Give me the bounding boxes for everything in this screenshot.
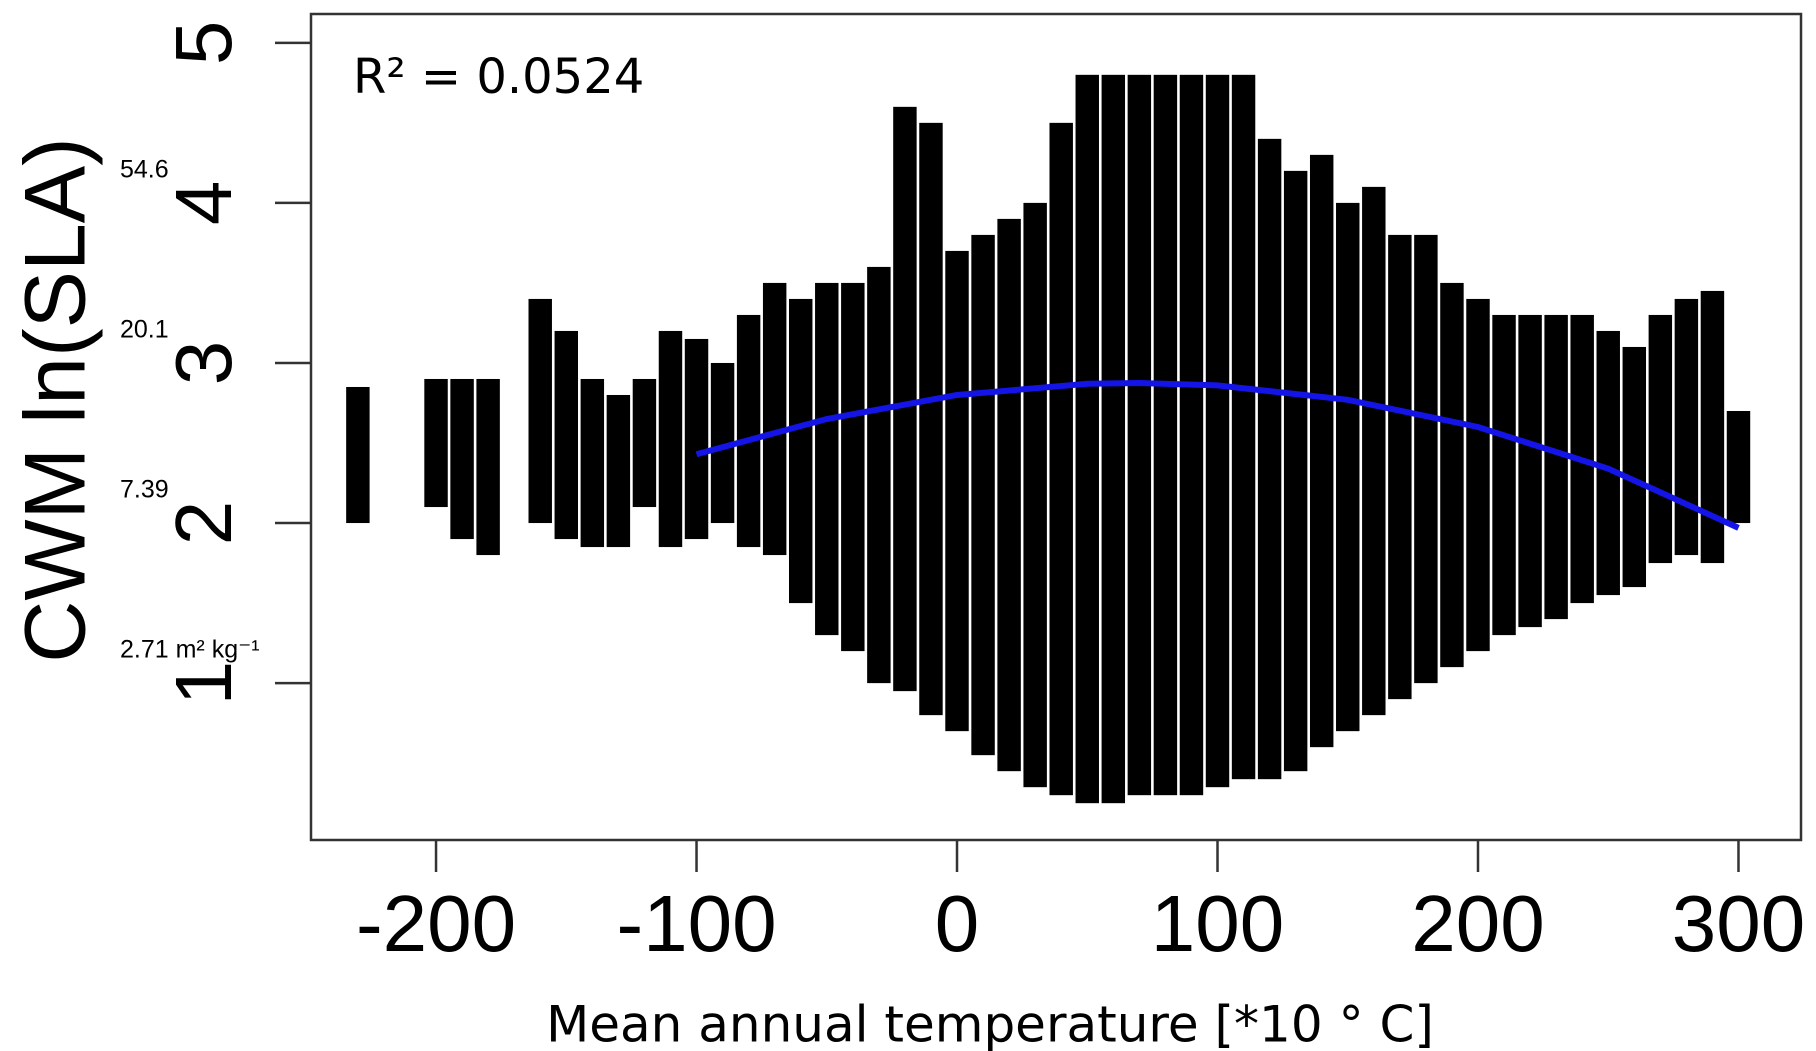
secondary-label: 7.39 [120, 476, 169, 504]
point-cloud [1544, 314, 1568, 620]
x-tick-label: -100 [616, 879, 776, 968]
point-cloud [1596, 330, 1620, 596]
point-cloud [971, 234, 995, 756]
point-cloud [1101, 74, 1126, 804]
secondary-label: 20.1 [120, 316, 169, 344]
point-cloud [1674, 298, 1699, 556]
y-tick-label: 3 [159, 341, 248, 386]
point-cloud [815, 282, 839, 636]
point-cloud [1231, 74, 1256, 780]
x-tick-label: 200 [1411, 879, 1544, 968]
point-cloud [788, 298, 813, 604]
y-tick-label: 4 [159, 181, 248, 226]
point-cloud [1726, 410, 1751, 524]
point-cloud [1466, 298, 1490, 652]
point-cloud [1127, 74, 1152, 796]
point-cloud [762, 282, 787, 556]
point-cloud [945, 250, 969, 732]
point-cloud [554, 330, 579, 540]
point-cloud [580, 378, 605, 548]
point-cloud [1362, 186, 1386, 716]
point-cloud [632, 378, 657, 508]
point-cloud [424, 378, 448, 508]
y-axis-title: CWM ln(SLA) [8, 137, 104, 663]
point-cloud [1518, 314, 1542, 628]
point-cloud [1205, 74, 1230, 788]
point-cloud [684, 338, 709, 540]
point-cloud [1648, 314, 1673, 564]
point-cloud [1492, 314, 1516, 636]
point-cloud [841, 282, 865, 652]
point-cloud [528, 298, 552, 524]
point-cloud [710, 362, 735, 524]
point-cloud [450, 378, 474, 540]
point-cloud [1049, 122, 1073, 796]
point-cloud [867, 266, 891, 684]
point-cloud [1388, 234, 1412, 700]
fit-line [695, 379, 1740, 531]
point-cloud [1283, 170, 1308, 772]
secondary-label: 54.6 [120, 156, 169, 184]
x-axis-title: Mean annual temperature [*10 ° C] [546, 996, 1434, 1051]
secondary-label: 2.71 m² kg⁻¹ [120, 636, 260, 664]
plot-frame [309, 12, 1803, 842]
point-cloud [919, 122, 943, 716]
point-cloud [1336, 202, 1360, 732]
point-cloud [1257, 138, 1282, 780]
point-cloud [1700, 290, 1725, 564]
y-tick-label: 5 [159, 21, 248, 65]
y-tick-label: 1 [159, 661, 248, 706]
point-cloud [1075, 74, 1099, 804]
point-cloud [1023, 202, 1047, 788]
x-tick-label: 0 [935, 879, 980, 968]
point-cloud [606, 394, 631, 548]
annotation: R² = 0.0524 [353, 49, 644, 105]
y-tick-label: 2 [159, 501, 248, 546]
x-tick-label: 300 [1672, 879, 1805, 968]
point-cloud [1440, 282, 1464, 668]
point-cloud [1153, 74, 1178, 796]
point-cloud [1414, 234, 1438, 684]
point-cloud [1309, 154, 1334, 748]
point-cloud [1622, 346, 1647, 588]
point-cloud [658, 330, 683, 548]
point-cloud [346, 386, 370, 524]
x-tick-label: -200 [356, 879, 516, 968]
point-cloud [893, 106, 917, 692]
point-cloud [997, 218, 1021, 772]
x-tick-label: 100 [1151, 879, 1284, 968]
point-cloud [1179, 74, 1204, 796]
point-cloud [476, 378, 500, 556]
point-cloud [736, 314, 761, 548]
